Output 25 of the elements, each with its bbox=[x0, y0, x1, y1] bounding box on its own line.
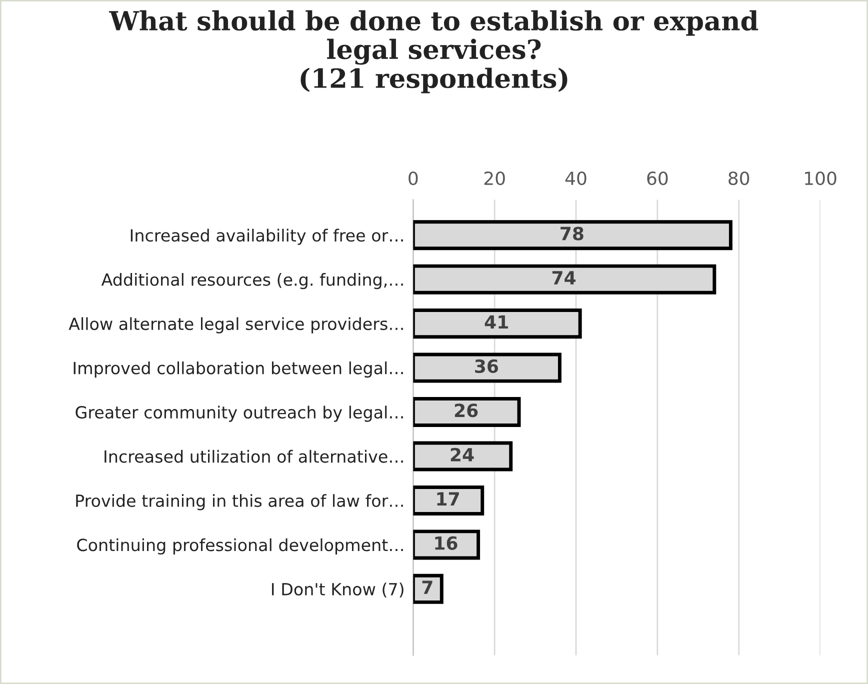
y-tick-label: Continuing professional development… bbox=[77, 538, 403, 554]
x-tick-label: 60 bbox=[647, 171, 668, 186]
data-label: 24 bbox=[450, 448, 474, 462]
y-tick-label: I Don't Know (7) bbox=[272, 582, 404, 598]
y-tick-label: Increased utilization of alternative… bbox=[104, 450, 403, 463]
data-label: 7 bbox=[422, 580, 432, 594]
y-tick-label: Increased availability of free or… bbox=[130, 228, 403, 245]
x-tick-label: 20 bbox=[484, 171, 505, 186]
data-label: 41 bbox=[484, 315, 508, 329]
y-tick-label: Improved collaboration between legal… bbox=[74, 361, 403, 378]
x-tick-label: 0 bbox=[408, 171, 418, 186]
x-tick-label: 80 bbox=[728, 171, 750, 186]
y-tick-label: Greater community outreach by legal… bbox=[76, 406, 403, 422]
data-label: 17 bbox=[437, 492, 459, 506]
chart-title: What should be done to establish or expand legal services? (121 respondents) bbox=[109, 10, 758, 94]
data-label: 16 bbox=[435, 536, 458, 550]
data-label: 74 bbox=[552, 271, 576, 284]
y-tick-label: Provide training in this area of law for… bbox=[76, 494, 403, 510]
y-tick-label: Additional resources (e.g. funding,… bbox=[101, 273, 403, 290]
x-tick-label: 40 bbox=[565, 171, 586, 186]
data-label: 78 bbox=[560, 226, 584, 240]
y-tick-label: Allow alternate legal service providers… bbox=[68, 317, 403, 334]
data-label: 26 bbox=[454, 404, 478, 418]
x-tick-label: 100 bbox=[805, 171, 836, 186]
data-label: 36 bbox=[475, 359, 498, 374]
